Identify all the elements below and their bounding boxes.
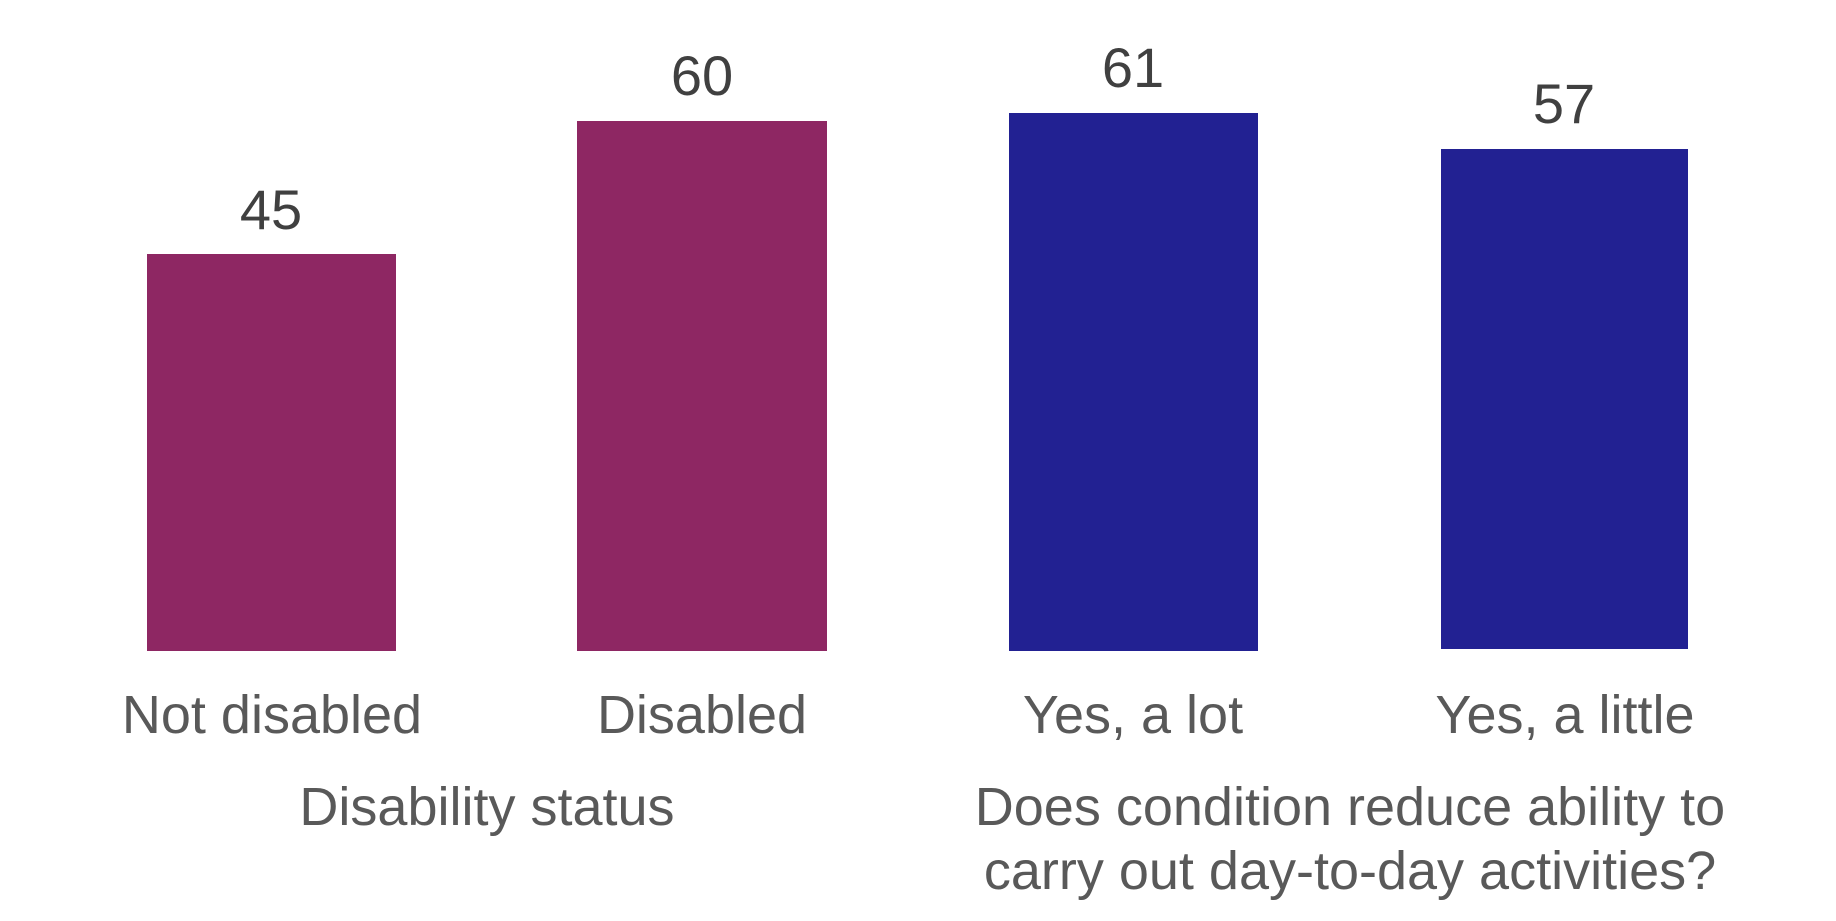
bar-disabled: [577, 121, 827, 651]
group-label-condition-impact: Does condition reduce ability to carry o…: [900, 775, 1800, 903]
value-label-not-disabled: 45: [239, 178, 303, 241]
value-label-yes-a-lot: 61: [1101, 36, 1165, 99]
group-label-disability-status: Disability status: [299, 777, 675, 837]
bar-yes-a-lot: [1009, 113, 1258, 651]
category-label-yes-a-lot: Yes, a lot: [1022, 685, 1244, 745]
value-label-yes-a-little: 57: [1532, 72, 1596, 135]
category-label-disabled: Disabled: [596, 685, 808, 745]
group-label-condition-impact-line1: Does condition reduce ability to: [974, 777, 1726, 837]
bar-not-disabled: [147, 254, 396, 651]
bar-yes-a-little: [1441, 149, 1688, 649]
value-label-disabled: 60: [670, 44, 734, 107]
group-label-condition-impact-line2: carry out day-to-day activities?: [983, 841, 1717, 901]
category-label-yes-a-little: Yes, a little: [1435, 685, 1695, 745]
category-label-not-disabled: Not disabled: [121, 685, 423, 745]
